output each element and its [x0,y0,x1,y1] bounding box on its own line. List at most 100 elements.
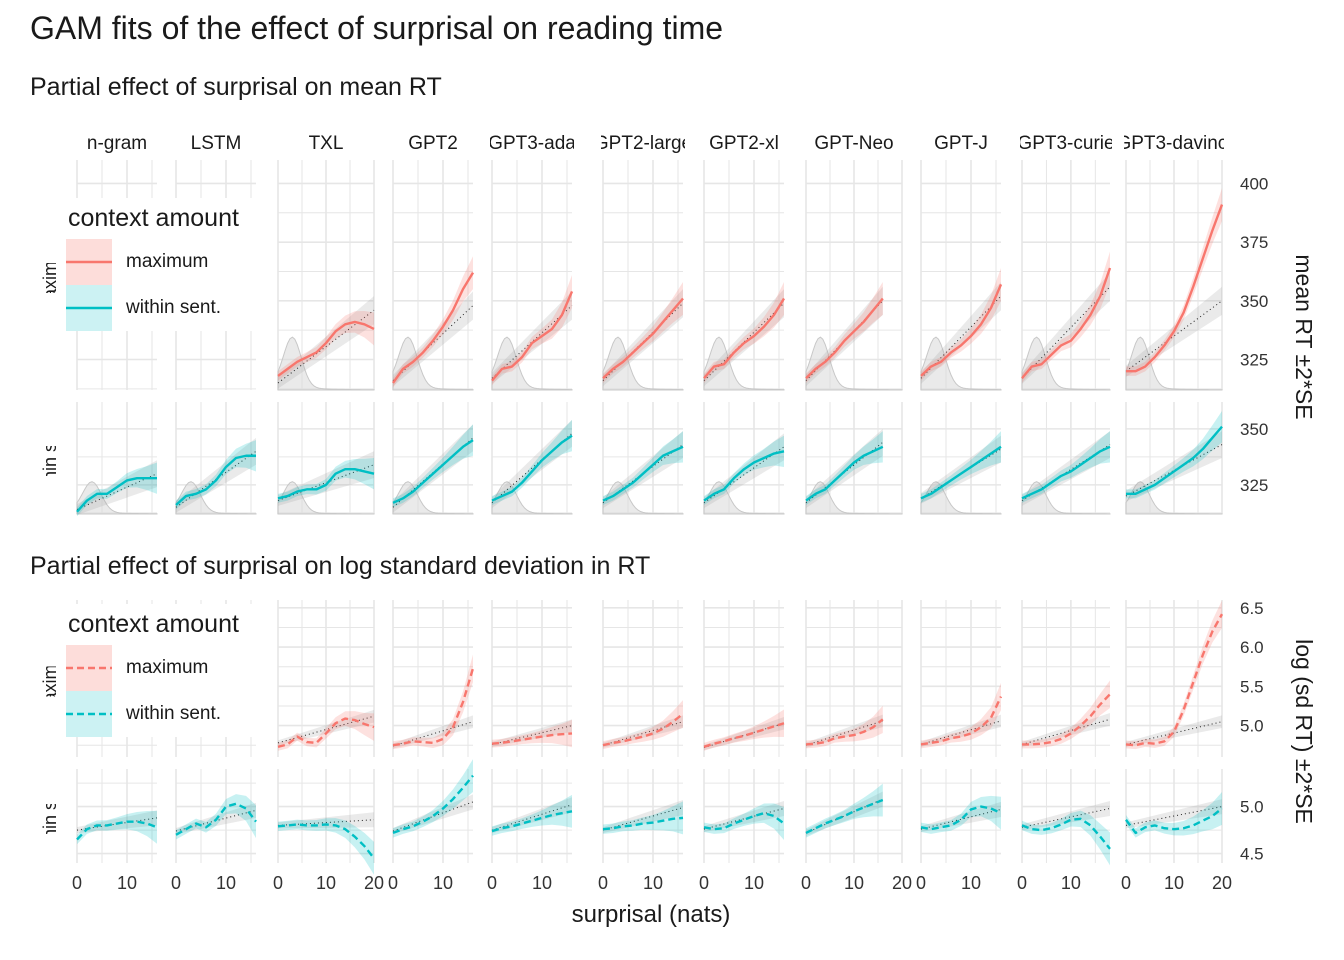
baseline-line [175,809,257,832]
panel-gpt-j-within [920,769,1002,863]
y-tick-label: 5.5 [1240,677,1264,696]
fit-ribbon [704,282,784,383]
row-strip-label: maximum [40,639,60,717]
panel-txl-within [277,769,375,875]
strip-label-gpt3-davinci: GPT3-davinci [1116,133,1231,154]
density-area [602,336,684,391]
baseline-line [920,808,1002,830]
fit-line [392,272,475,384]
fit-line [277,320,375,377]
baseline-band [393,794,473,835]
x-tick-label: 20 [1212,873,1232,893]
baseline-line [805,720,883,746]
fit-ribbon [806,783,883,838]
x-tick-label: 0 [487,873,497,893]
baseline-band [278,451,374,506]
panel-gpt3-ada-within [491,402,573,515]
y-tick-label: 400 [1240,174,1268,193]
x-tick-label: 10 [532,873,552,893]
fit-line [392,667,475,747]
fit-ribbon [278,711,374,751]
x-axis-title: surprisal (nats) [572,901,731,928]
fit-line [491,290,574,382]
panel-gpt2-maximum [392,600,475,757]
x-tick-label: 10 [844,873,864,893]
x-tick-label: 10 [744,873,764,893]
panel-gpt-neo-within [805,769,903,863]
baseline-line [1021,807,1111,828]
fit-ribbon [603,431,683,506]
fit-line [392,439,474,504]
fit-ribbon [921,431,1001,503]
fit-line [491,732,573,745]
baseline-line [703,807,785,830]
baseline-line [1021,718,1111,745]
legend-mean-rt: context amount maximum within sent. [60,198,270,331]
x-tick-label: 20 [364,873,384,893]
panel-gpt2-within [392,402,474,515]
fit-line [602,712,684,747]
baseline-band [1022,800,1110,831]
fit-ribbon [921,267,1001,381]
strip-label-gpt3-ada: GPT3-ada [488,133,576,154]
strip-label-gpt2-large: GPT2-large [594,133,692,154]
y-tick-label: 350 [1240,292,1268,311]
panel-gpt-j-maximum [920,160,1003,391]
y-axis-title: log (sd RT) ±2*SE [1291,639,1317,824]
fit-ribbon [1022,251,1110,383]
fit-ribbon [278,818,374,875]
baseline-band [492,291,572,384]
strip-label-n-gram: n-gram [87,133,147,154]
panel-lstm-within [175,402,257,515]
panel-gpt3-curie-maximum [1021,600,1111,757]
density-area [703,336,785,391]
section-title-log-sd: Partial effect of surprisal on log stand… [30,552,651,580]
fit-ribbon [176,440,256,510]
density-area [277,481,375,515]
fit-ribbon [1022,810,1110,866]
legend-log-sd: context amount maximum within sent. [60,604,270,737]
panel-gpt3-davinci-maximum [1125,600,1224,757]
strip-label-gpt-j: GPT-J [934,133,988,154]
baseline-band [492,419,572,509]
fit-line [920,283,1003,377]
x-tick-label: 0 [1017,873,1027,893]
fit-ribbon [603,801,683,835]
x-tick-label: 0 [801,873,811,893]
fit-line [1125,613,1224,747]
y-tick-label: 5.0 [1240,717,1264,736]
panel-gpt-neo-within [805,402,903,515]
baseline-line [1125,721,1223,745]
row-strip-label: maximum [40,236,60,314]
y-tick-label: 4.5 [1240,845,1264,864]
legend-label-maximum: maximum [126,657,209,678]
x-tick-label: 0 [916,873,926,893]
fit-ribbon [921,682,1001,749]
fit-line [805,718,884,746]
fit-ribbon [704,709,784,751]
strip-label-gpt3-curie: GPT3-curie [1017,133,1114,154]
fit-ribbon [1126,410,1222,499]
x-tick-label: 0 [1121,873,1131,893]
legend-item-maximum: maximum [60,645,270,691]
fit-line [277,468,375,500]
legend-item-within: within sent. [60,691,270,737]
y-tick-label: 350 [1240,420,1268,439]
fit-line [703,297,786,380]
x-tick-label: 10 [961,873,981,893]
panel-gpt2-xl-maximum [703,160,786,391]
fit-line [1021,267,1112,380]
fit-line [602,297,684,380]
fit-line [1022,693,1111,746]
density-area [805,336,903,391]
fit-ribbon [704,803,784,840]
strip-label-txl: TXL [309,133,344,154]
legend-title: context amount [68,204,239,232]
strip-label-gpt2-xl: GPT2-xl [709,133,779,154]
fit-ribbon [1022,431,1110,503]
x-tick-label: 20 [892,873,912,893]
chart-title: GAM fits of the effect of surprisal on r… [30,10,724,46]
panel-gpt2-xl-within [703,769,785,863]
fit-ribbon [77,810,157,845]
